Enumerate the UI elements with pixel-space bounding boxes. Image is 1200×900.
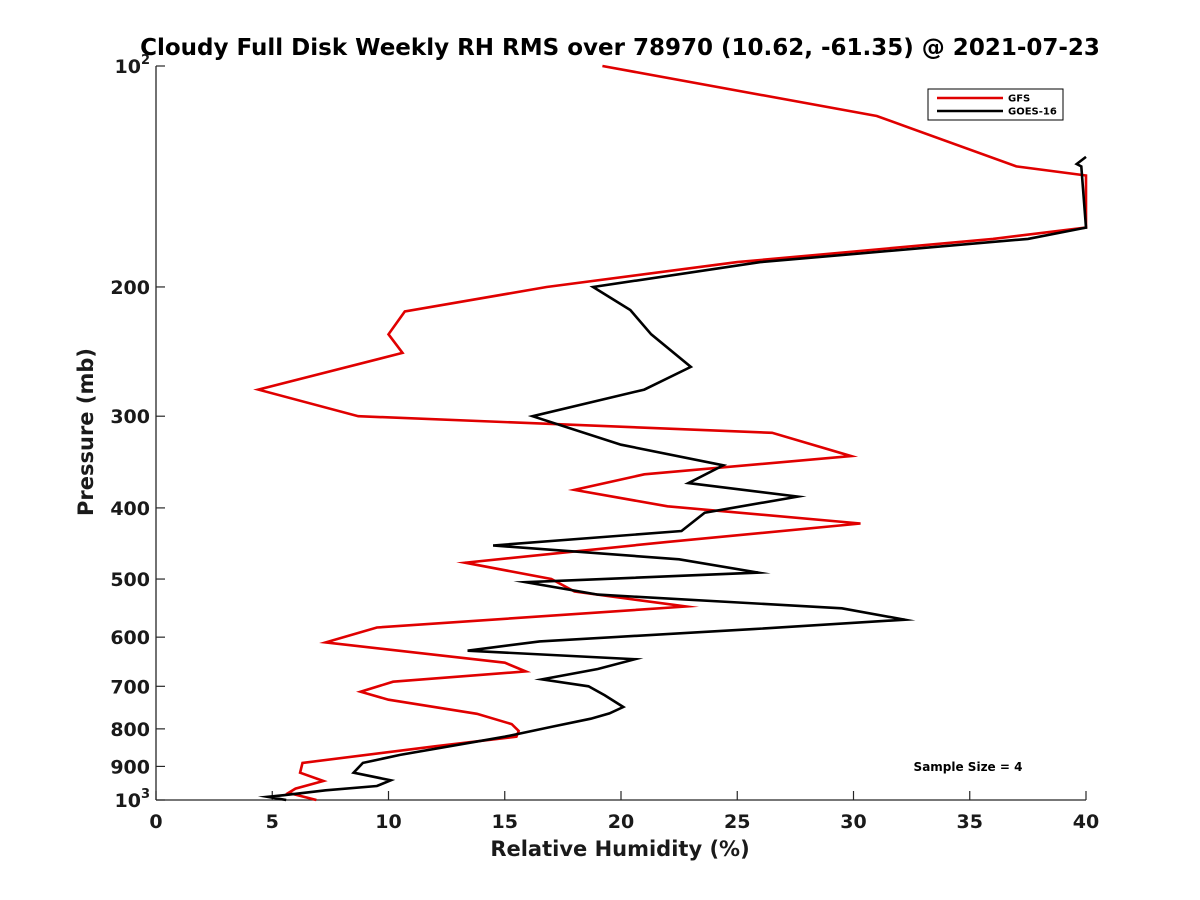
x-ticks: 0 5 10 15 20 25 30 35 40 [149,791,1099,833]
series-layer [253,64,1088,802]
legend-box [927,88,1064,121]
y-axis-label: Pressure (mb) [74,348,98,516]
y-tick-label: 400 [110,498,150,520]
y-tick-label-base: 10 [115,56,141,78]
y-tick-label-exponent: 3 [141,787,150,802]
y-tick-label: 900 [110,756,150,778]
x-tick-label: 15 [492,811,518,833]
x-tick-label: 30 [840,811,866,833]
y-tick-label: 200 [110,277,150,299]
x-tick-label: 35 [957,811,983,833]
sample-size-annotation: Sample Size = 4 [914,760,1023,774]
y-tick-label: 800 [110,719,150,741]
x-tick-label: 0 [149,811,162,833]
series-line-goes-16 [257,155,1088,802]
x-tick-label: 40 [1073,811,1099,833]
y-tick-label: 103 [115,787,151,812]
x-tick-label: 5 [266,811,279,833]
y-tick-label-base: 10 [115,790,141,812]
chart-title: Cloudy Full Disk Weekly RH RMS over 7897… [140,35,1100,61]
series-line-gfs [253,64,1088,802]
axes [155,66,1086,801]
x-tick-label: 10 [375,811,401,833]
y-tick-label: 700 [110,676,150,698]
y-tick-label: 600 [110,627,150,649]
x-axis-label: Relative Humidity (%) [490,837,749,861]
legend-label: GOES-16 [1008,107,1057,118]
x-tick-label: 20 [608,811,634,833]
y-tick-label: 300 [110,406,150,428]
x-tick-label: 25 [724,811,750,833]
y-tick-label-exponent: 2 [141,53,150,68]
y-tick-label: 500 [110,569,150,591]
legend: GFS GOES-16 [927,88,1064,121]
legend-label: GFS [1008,94,1030,105]
y-tick-label: 102 [115,53,151,78]
